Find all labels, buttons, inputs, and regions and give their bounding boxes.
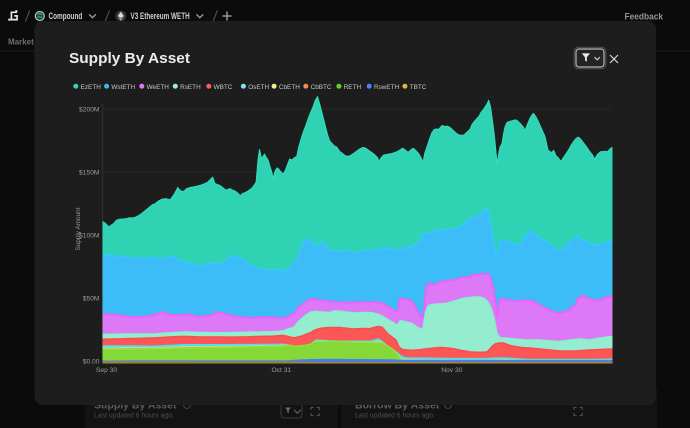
svg-text:Supply Amount: Supply Amount [75, 207, 82, 250]
svg-text:Sep 30: Sep 30 [96, 367, 117, 374]
svg-text:OsETH: OsETH [248, 84, 269, 91]
svg-text:CbETH: CbETH [279, 84, 300, 91]
svg-text:$100M: $100M [79, 232, 100, 239]
svg-text:Last updated 6 hours ago.: Last updated 6 hours ago. [355, 412, 435, 419]
svg-text:WBTC: WBTC [214, 84, 233, 91]
svg-text:RETH: RETH [344, 84, 362, 91]
svg-text:$0.00: $0.00 [83, 358, 100, 365]
svg-text:TBTC: TBTC [410, 84, 427, 91]
svg-text:Market Hi: Market Hi [8, 38, 44, 47]
svg-text:$50M: $50M [83, 295, 100, 302]
svg-text:EzETH: EzETH [81, 84, 102, 91]
svg-text:V3 Ethereum WETH: V3 Ethereum WETH [131, 11, 190, 21]
svg-text:Nov 30: Nov 30 [441, 367, 462, 374]
svg-text:$150M: $150M [79, 169, 100, 176]
svg-text:RsETH: RsETH [180, 84, 201, 91]
svg-text:RswETH: RswETH [374, 84, 400, 91]
svg-text:Last updated 6 hours ago.: Last updated 6 hours ago. [94, 412, 174, 419]
svg-text:WstETH: WstETH [111, 84, 135, 91]
svg-text:CbBTC: CbBTC [311, 84, 332, 91]
svg-text:WeETH: WeETH [147, 84, 170, 91]
svg-text:$200M: $200M [79, 106, 100, 113]
svg-text:Compound: Compound [49, 11, 83, 21]
svg-text:Supply By Asset: Supply By Asset [69, 50, 190, 67]
svg-text:Oct 31: Oct 31 [271, 367, 291, 374]
svg-text:Feedback: Feedback [625, 11, 664, 21]
